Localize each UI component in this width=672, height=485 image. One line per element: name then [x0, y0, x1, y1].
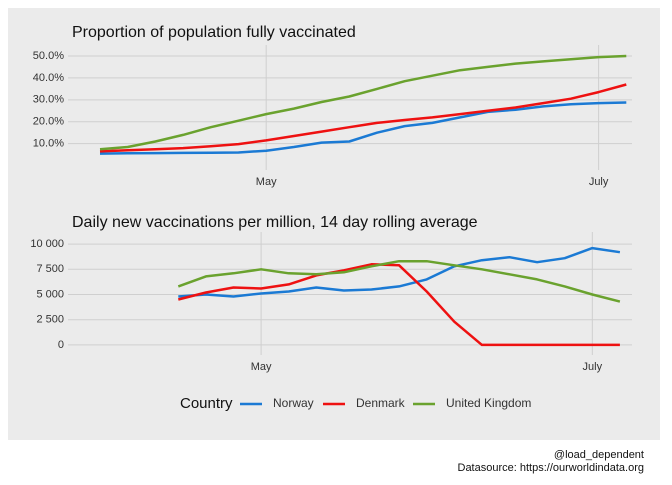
x-tick-label: July [583, 361, 603, 373]
panel-background [8, 8, 660, 440]
caption: @load_dependent [554, 449, 644, 461]
y-tick-label: 10 000 [30, 238, 64, 250]
series-line [177, 263, 620, 347]
y-tick-label: 40.0% [33, 72, 64, 84]
y-tick-label: 50.0% [33, 50, 64, 62]
legend-label: Denmark [356, 396, 406, 410]
y-tick-label: 30.0% [33, 94, 64, 106]
series-line [178, 246, 621, 298]
series-line [99, 54, 627, 151]
y-tick-label: 0 [58, 339, 64, 351]
chart-title: Daily new vaccinations per million, 14 d… [72, 214, 478, 231]
x-tick-label: July [589, 176, 609, 188]
y-tick-label: 5 000 [36, 288, 64, 300]
y-tick-label: 2 500 [36, 314, 64, 326]
y-tick-label: 10.0% [33, 138, 64, 150]
x-tick-label: May [256, 176, 277, 188]
chart-title: Proportion of population fully vaccinate… [72, 24, 356, 41]
legend-title: Country [180, 395, 233, 412]
legend-label: United Kingdom [446, 396, 531, 410]
y-tick-label: 7 500 [36, 263, 64, 275]
series-line [177, 259, 621, 303]
series-line [99, 83, 627, 153]
x-tick-label: May [251, 361, 272, 373]
caption: Datasource: https://ourworldindata.org [458, 462, 645, 474]
series-line [99, 101, 627, 155]
legend-label: Norway [273, 396, 314, 410]
y-tick-label: 20.0% [33, 116, 64, 128]
